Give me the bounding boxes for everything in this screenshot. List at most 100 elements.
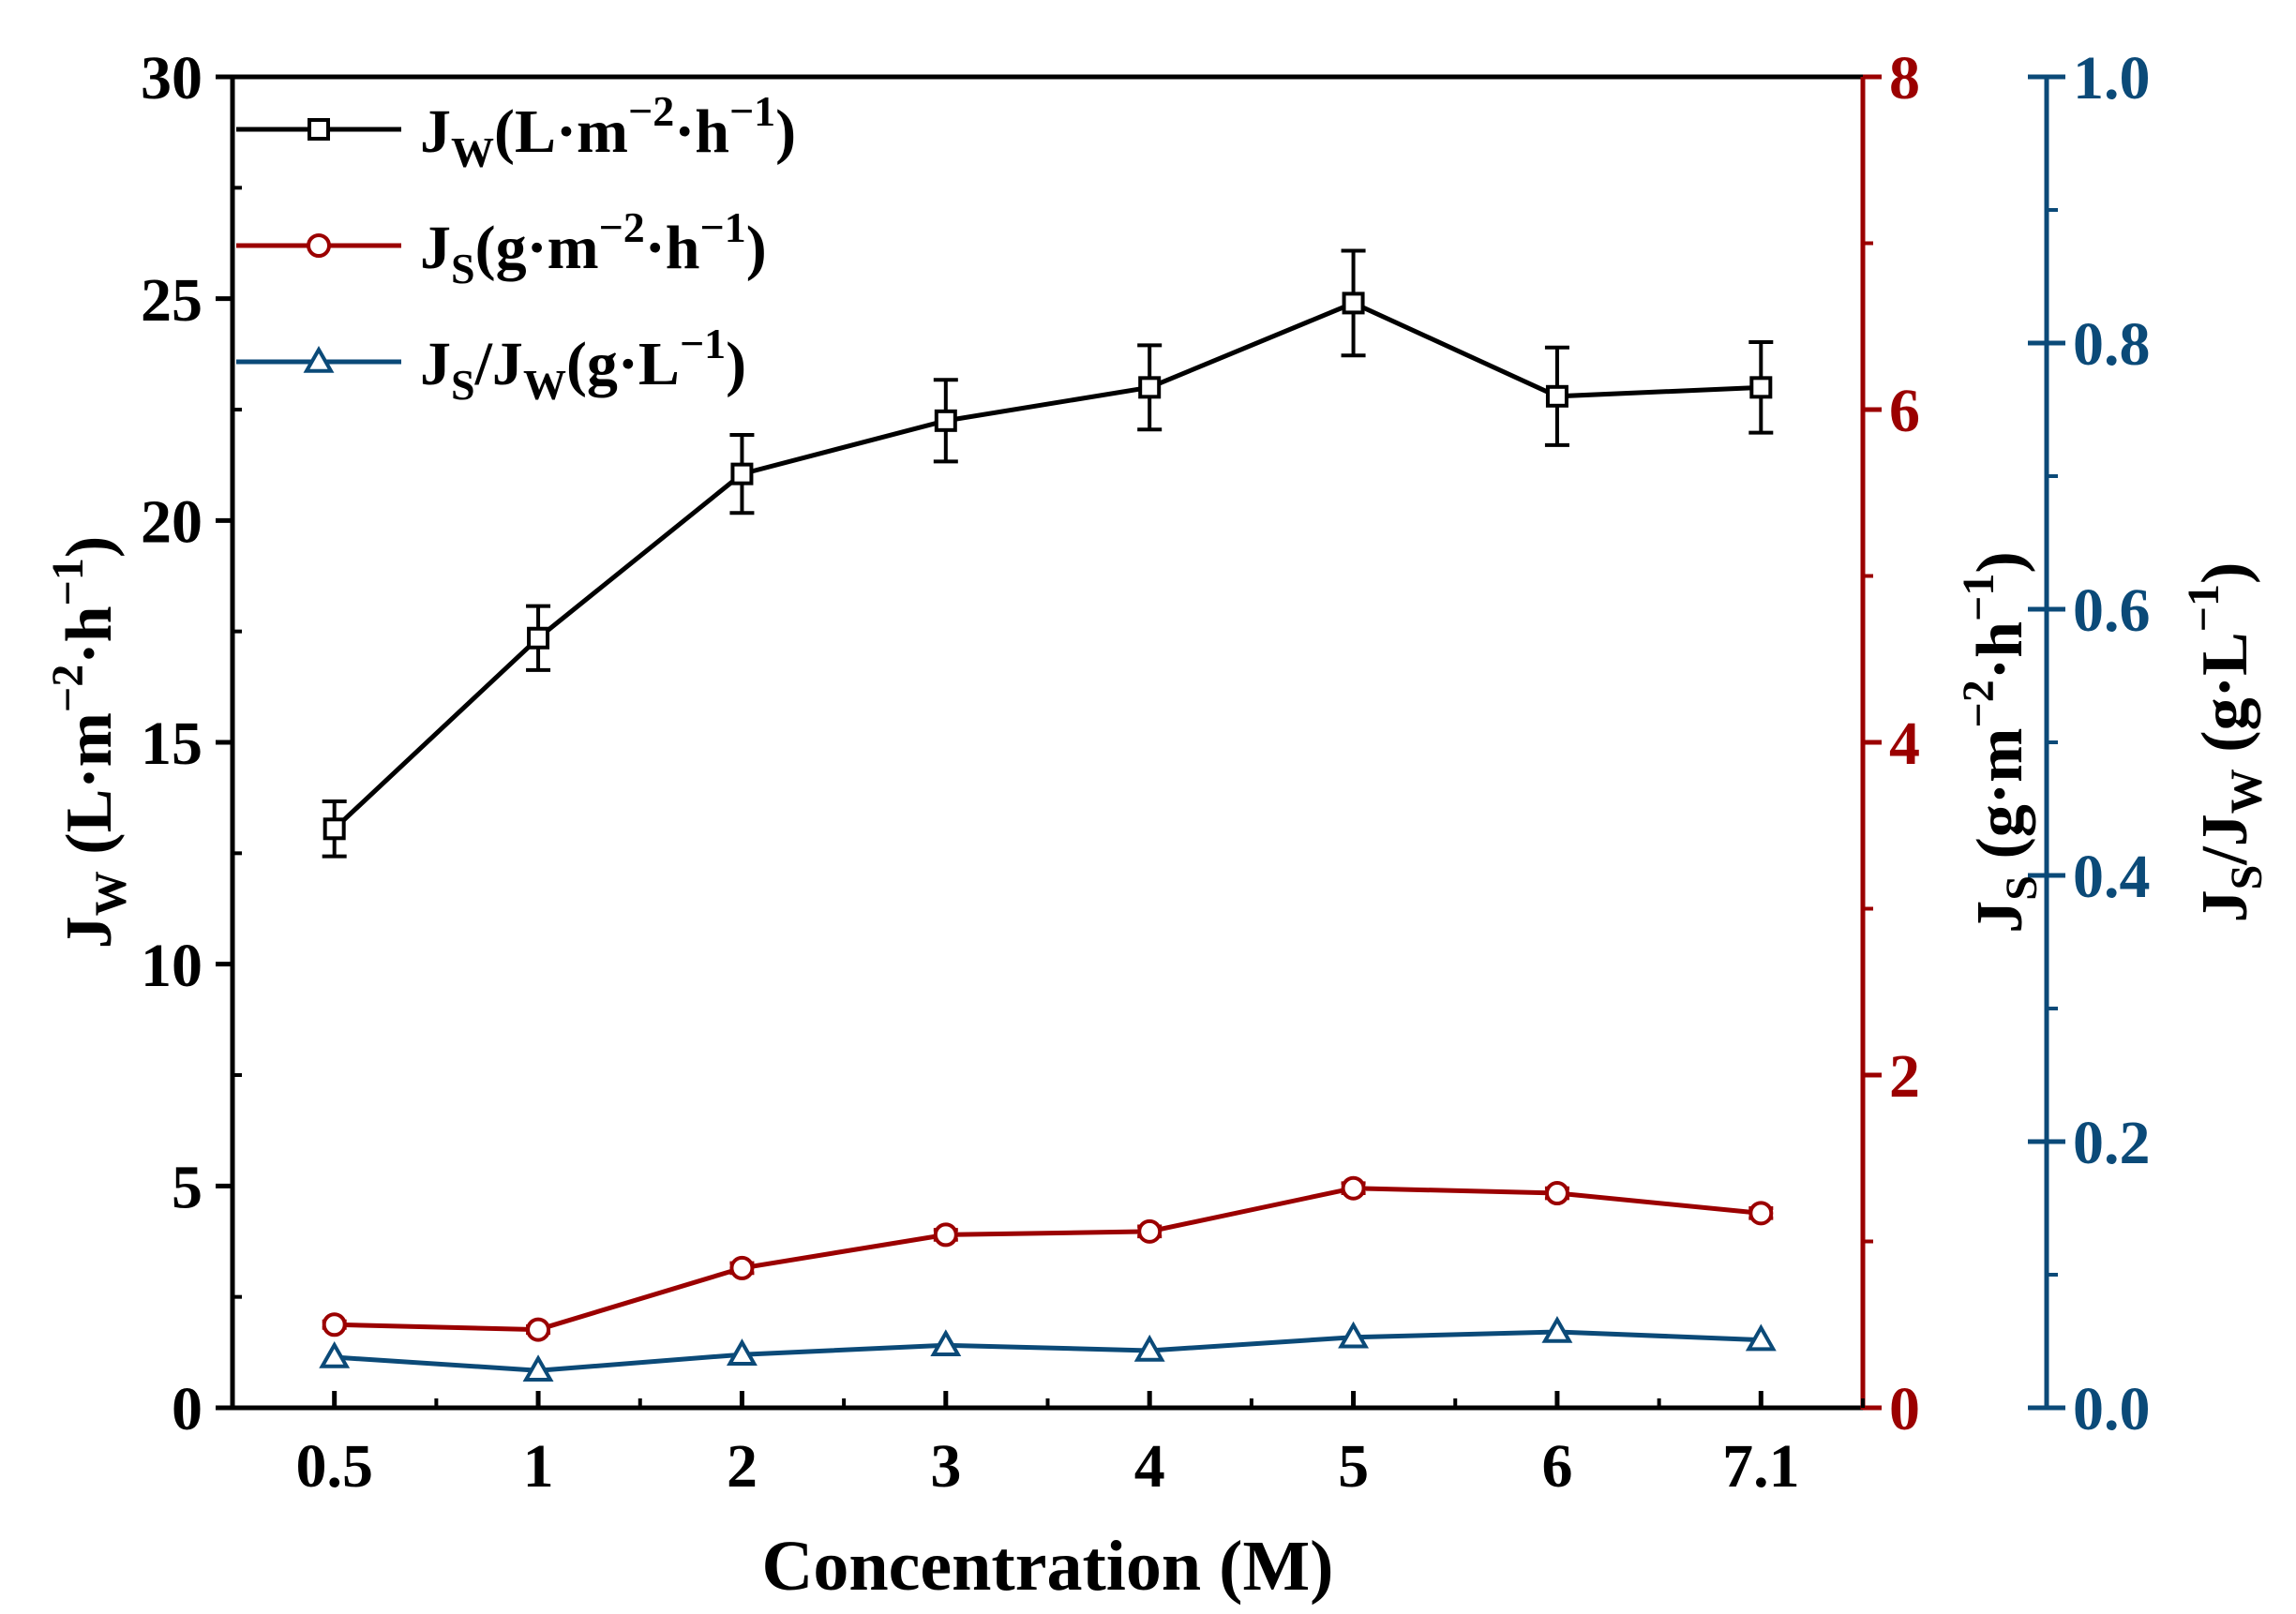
data-point bbox=[933, 1222, 958, 1248]
ratio-tick-label: 0.2 bbox=[2073, 1109, 2151, 1177]
left-tick-label: 0 bbox=[172, 1375, 203, 1443]
legend-marker bbox=[303, 345, 335, 373]
axis-title-text: ) bbox=[2189, 562, 2261, 584]
legend-sup: −2 bbox=[599, 203, 645, 251]
ratio-tick-label: 0.0 bbox=[2073, 1375, 2151, 1443]
legend-text: ) bbox=[726, 330, 746, 398]
js-axis-title: JS (g·m−2·h−1) bbox=[1954, 551, 2047, 933]
data-point bbox=[934, 409, 957, 432]
legend-text: (g·m bbox=[475, 214, 599, 282]
data-point bbox=[319, 1341, 351, 1368]
data-point bbox=[322, 1312, 347, 1338]
legend-text: ) bbox=[746, 214, 767, 282]
legend-sup: −2 bbox=[628, 87, 674, 135]
legend-sup: −1 bbox=[729, 87, 775, 135]
axis-title-sub: S bbox=[1997, 875, 2047, 901]
data-point bbox=[323, 817, 346, 841]
data-point bbox=[1541, 1316, 1573, 1343]
ratio-tick-label: 0.4 bbox=[2073, 843, 2151, 911]
legend-text: (g·L bbox=[566, 330, 680, 398]
axis-labels: Concentration (M)JW (L·m−2·h−1)JS (g·m−2… bbox=[43, 536, 2272, 1606]
js-tick-label: 8 bbox=[1889, 44, 1920, 112]
x-tick-label: 6 bbox=[1541, 1432, 1572, 1501]
x-tick-label: 0.5 bbox=[295, 1432, 373, 1501]
data-point bbox=[1138, 376, 1162, 399]
axis-title-text: (g·m bbox=[1964, 728, 2036, 875]
legend-sup: −1 bbox=[700, 203, 746, 251]
x-tick-label: 4 bbox=[1134, 1432, 1165, 1501]
series-js-jw bbox=[319, 1316, 1777, 1382]
legend-text: J bbox=[420, 330, 451, 398]
x-tick-label: 7.1 bbox=[1722, 1432, 1800, 1501]
axis-title-text: (L·m bbox=[53, 712, 126, 871]
ratio-axis-title: JS/JW (g·L−1) bbox=[2179, 562, 2272, 923]
js-tick-label: 6 bbox=[1889, 377, 1920, 445]
js-tick-label: 0 bbox=[1889, 1375, 1920, 1443]
axis-title-sup: −1 bbox=[2179, 584, 2228, 632]
legend-marker bbox=[307, 233, 331, 258]
left-tick-label: 10 bbox=[141, 932, 203, 1000]
legend-sub: S bbox=[451, 245, 475, 292]
data-point bbox=[1137, 1218, 1163, 1244]
axis-title-text: J bbox=[53, 916, 126, 949]
series-line bbox=[332, 300, 1762, 831]
x-tick-label: 3 bbox=[930, 1432, 961, 1501]
legend-sup: −1 bbox=[680, 320, 726, 367]
series-line bbox=[334, 1186, 1762, 1333]
ratio-tick-label: 0.6 bbox=[2073, 576, 2151, 645]
axis-title-text: ) bbox=[53, 536, 126, 558]
data-point bbox=[1745, 1323, 1777, 1352]
legend-label: JS/JW(g·L−1) bbox=[420, 320, 746, 409]
data-point bbox=[1544, 1181, 1569, 1206]
data-point bbox=[726, 1338, 758, 1366]
series-line bbox=[334, 1329, 1762, 1373]
data-point bbox=[1342, 291, 1365, 315]
axis-title-sup: −2 bbox=[43, 665, 93, 712]
data-point bbox=[729, 1255, 755, 1280]
legend-sub: S bbox=[451, 361, 475, 409]
legend-sub: W bbox=[523, 361, 566, 409]
data-point bbox=[730, 462, 754, 486]
legend-item: JW(L·m−2·h−1) bbox=[236, 87, 796, 176]
left-tick-label: 15 bbox=[141, 710, 203, 778]
legend-sub: W bbox=[451, 128, 494, 176]
axis-title-text: (g·L bbox=[2189, 632, 2261, 769]
legend-text: (L·m bbox=[494, 97, 628, 166]
legend-text: ·h bbox=[645, 214, 700, 282]
data-point bbox=[522, 1354, 554, 1382]
legend-item: JS(g·m−2·h−1) bbox=[236, 203, 767, 292]
legend-text: J bbox=[420, 214, 451, 282]
x-axis-title: Concentration (M) bbox=[762, 1527, 1334, 1606]
legend-item: JS/JW(g·L−1) bbox=[236, 320, 746, 409]
left-tick-label: 20 bbox=[141, 487, 203, 556]
axis-title-sup: −2 bbox=[1954, 680, 2003, 727]
legend-text: /J bbox=[474, 330, 523, 398]
legend-text: ) bbox=[775, 97, 796, 166]
legend-label: JS(g·m−2·h−1) bbox=[420, 203, 767, 292]
x-tick-label: 1 bbox=[523, 1432, 554, 1501]
data-point bbox=[1341, 1175, 1366, 1201]
legend: JW(L·m−2·h−1)JS(g·m−2·h−1)JS/JW(g·L−1) bbox=[236, 87, 796, 409]
series-layer bbox=[319, 248, 1777, 1382]
x-tick-label: 5 bbox=[1338, 1432, 1369, 1501]
legend-marker bbox=[308, 118, 330, 141]
series-jw bbox=[322, 248, 1774, 859]
left-tick-label: 30 bbox=[141, 44, 203, 112]
data-point bbox=[1545, 384, 1568, 408]
x-tick-label: 2 bbox=[727, 1432, 758, 1501]
data-point bbox=[1749, 376, 1773, 399]
left-axis-title: JW (L·m−2·h−1) bbox=[43, 536, 136, 949]
legend-label: JW(L·m−2·h−1) bbox=[420, 87, 796, 176]
js-tick-label: 4 bbox=[1889, 710, 1920, 778]
axis-title-sup: −1 bbox=[43, 558, 93, 605]
data-point bbox=[1133, 1334, 1165, 1362]
axis-title-text: ·h bbox=[53, 605, 126, 664]
axis-title-text: /J bbox=[2189, 814, 2261, 865]
axis-title-sup: −1 bbox=[1954, 574, 2003, 621]
axis-title-sub: W bbox=[86, 871, 136, 916]
js-tick-label: 2 bbox=[1889, 1042, 1920, 1111]
axis-title-sub: W bbox=[2222, 769, 2272, 814]
axis-title-text: ) bbox=[1964, 551, 2036, 573]
